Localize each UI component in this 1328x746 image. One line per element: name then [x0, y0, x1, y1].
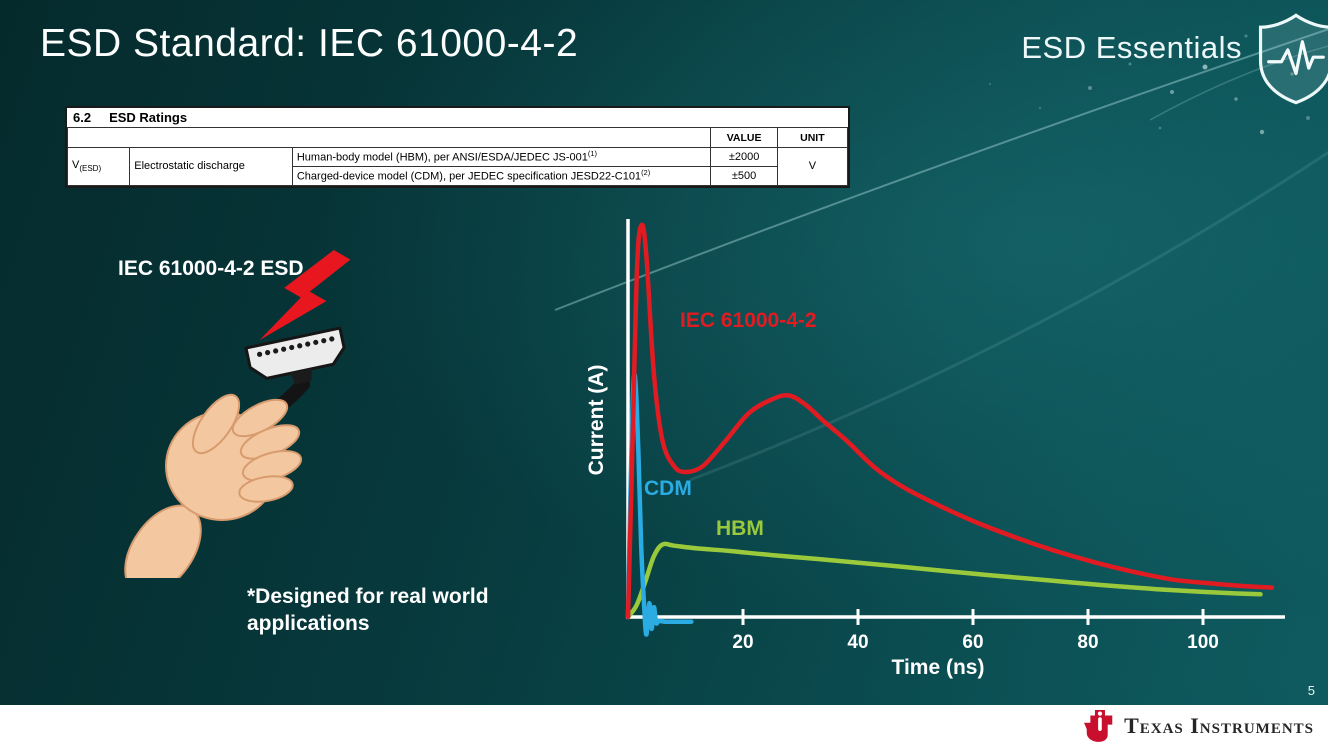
hand-esd-illustration — [124, 250, 351, 578]
symbol-subscript: (ESD) — [79, 164, 102, 174]
hbm-value: ±2000 — [710, 147, 778, 167]
series-label-CDM: CDM — [644, 477, 692, 500]
ti-bug-shape — [1084, 710, 1113, 742]
cdm-description-text: Charged-device model (CDM), per JEDEC sp… — [296, 170, 642, 183]
unit-value: V — [776, 147, 849, 186]
cdm-footnote: (2) — [641, 167, 651, 177]
series-label-HBM: HBM — [716, 517, 764, 540]
ti-logo: Texas Instruments — [1084, 709, 1314, 742]
thumb — [191, 393, 241, 455]
pulse-line-icon — [1267, 40, 1325, 76]
section-number: 6.2 — [73, 110, 92, 125]
x-tick-label-80: 80 — [1077, 632, 1098, 653]
connector-boot — [290, 368, 312, 385]
ti-bug-i-stem — [1098, 717, 1102, 731]
footer-bar: Texas Instruments — [0, 705, 1328, 746]
hbm-description-text: Human-body model (HBM), per ANSI/ESDA/JE… — [296, 151, 588, 164]
table-header-row: VALUE UNIT — [66, 127, 849, 148]
ti-brand-text: Texas Instruments — [1124, 712, 1314, 738]
table-row: Charged-device model (CDM), per JEDEC sp… — [68, 165, 848, 186]
series-line-IEC 61000-4-2 — [625, 222, 1275, 620]
x-tick-label-60: 60 — [962, 632, 983, 653]
ratings-grid: VALUE UNIT V(ESD) Electrostatic discharg… — [66, 127, 849, 186]
shield-outline — [1258, 13, 1328, 105]
table-section-title: 6.2 ESD Ratings — [67, 108, 848, 127]
connector-shell — [244, 326, 346, 380]
finger — [238, 475, 294, 503]
symbol-main: V — [72, 159, 80, 172]
table-row: V(ESD) Electrostatic discharge Human-bod… — [66, 147, 849, 186]
unit-header: UNIT — [776, 127, 849, 148]
hbm-footnote: (1) — [587, 149, 598, 158]
ti-bug-i-dot — [1097, 711, 1103, 716]
lightning-bolt-icon — [259, 250, 351, 341]
cdm-value: ±500 — [710, 165, 778, 186]
y-axis-title: Current (A) — [588, 365, 608, 476]
hdmi-connector — [244, 326, 346, 385]
hbm-description: Human-body model (HBM), per ANSI/ESDA/JE… — [291, 147, 712, 167]
param-symbol: V(ESD) — [66, 147, 131, 186]
x-axis-title: Time (ns) — [892, 656, 985, 679]
series-line-HBM — [625, 541, 1263, 620]
param-name: Electrostatic discharge — [129, 147, 293, 186]
cdm-description: Charged-device model (CDM), per JEDEC sp… — [291, 165, 712, 186]
x-tick-label-20: 20 — [732, 632, 753, 653]
connector-pins — [257, 336, 335, 357]
value-header: VALUE — [710, 127, 778, 148]
section-name: ESD Ratings — [109, 110, 188, 125]
x-tick-label-40: 40 — [847, 632, 868, 653]
slide-title: ESD Standard: IEC 61000-4-2 — [40, 22, 579, 65]
x-tick-label-100: 100 — [1187, 632, 1219, 653]
header-spacer — [66, 127, 712, 148]
series-label-IEC 61000-4-2: IEC 61000-4-2 — [680, 309, 817, 332]
series-title: ESD Essentials — [1021, 30, 1242, 65]
esd-current-chart: 20 40 60 80 100 Time (ns) Current (A) IEC 61000… — [588, 219, 1285, 679]
esd-shield-icon — [1258, 13, 1328, 105]
designed-note: *Designed for real world applications — [247, 585, 489, 636]
ti-bug-icon — [1084, 710, 1113, 742]
page-number: 5 — [1307, 683, 1315, 698]
iec-esd-label: IEC 61000-4-2 ESD — [118, 257, 304, 280]
esd-ratings-table: 6.2 ESD Ratings VALUE UNIT V(ESD) Electr… — [65, 106, 850, 188]
